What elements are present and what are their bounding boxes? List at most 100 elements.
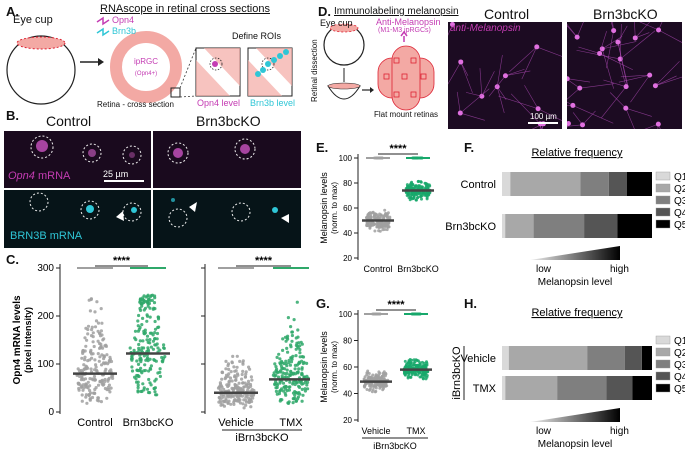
legend-label: Q3 — [674, 196, 685, 207]
data-point — [224, 397, 228, 401]
data-point — [156, 371, 160, 375]
dendrite — [625, 107, 652, 117]
bar-segment-q2 — [508, 346, 588, 370]
data-point — [419, 180, 423, 184]
data-point — [153, 307, 157, 311]
data-point — [278, 380, 282, 384]
data-point — [404, 191, 408, 195]
bar-segment-q5 — [632, 376, 652, 400]
data-point — [371, 373, 375, 377]
data-point — [273, 374, 277, 378]
data-point — [368, 211, 372, 215]
y-tick-label: 60 — [343, 204, 352, 213]
anti-mel-sub: (M1-M3 ipRGCs) — [378, 27, 431, 34]
data-point — [94, 365, 98, 369]
data-point — [138, 298, 142, 302]
data-point — [141, 382, 145, 386]
significance-stars: **** — [387, 299, 405, 311]
data-point — [287, 361, 291, 365]
data-point — [376, 223, 380, 227]
data-point — [158, 374, 162, 378]
data-point — [138, 339, 142, 343]
data-point — [248, 398, 252, 402]
data-point — [142, 308, 146, 312]
data-point — [142, 388, 146, 392]
dendrite — [658, 22, 663, 31]
data-point — [138, 308, 143, 312]
data-point — [149, 364, 153, 368]
data-point — [280, 374, 284, 378]
data-point — [248, 367, 252, 371]
anti-mel-overlay: anti-Melanopsin — [450, 23, 521, 34]
data-point — [232, 400, 236, 404]
data-point — [425, 374, 429, 377]
data-point — [251, 396, 255, 400]
data-point — [154, 393, 158, 397]
y-tick-label: 40 — [343, 229, 352, 238]
data-point — [224, 367, 228, 371]
x-axis-title: Melanopsin level — [538, 439, 613, 450]
data-point — [94, 319, 99, 323]
data-point — [100, 333, 104, 337]
data-point — [130, 365, 134, 369]
data-point — [425, 197, 429, 201]
dendrite — [602, 36, 623, 50]
data-point — [240, 372, 244, 377]
data-point — [300, 382, 304, 386]
dendrite — [579, 83, 615, 89]
bar-segment-q5 — [627, 172, 652, 196]
category-label: Brn3bcKO — [123, 417, 174, 429]
data-point — [235, 365, 239, 369]
data-point — [145, 387, 150, 391]
data-point — [216, 386, 221, 390]
data-point — [278, 399, 282, 403]
opn4-zigzag-icon — [96, 16, 110, 26]
data-point — [363, 385, 367, 389]
opn4-level-label: Opn4 level — [197, 98, 241, 108]
scale-bar-100 — [528, 122, 558, 124]
data-point — [141, 316, 145, 320]
data-point — [373, 229, 377, 233]
data-point — [100, 353, 104, 357]
eye-cup-circle — [6, 35, 76, 105]
dendrite — [603, 79, 627, 87]
data-point — [92, 374, 97, 379]
data-point — [291, 401, 295, 405]
data-point — [88, 358, 92, 362]
data-point — [88, 388, 92, 393]
data-point — [369, 224, 373, 228]
data-point — [245, 394, 249, 398]
data-point — [226, 401, 230, 405]
data-point — [368, 388, 371, 392]
data-point — [289, 369, 293, 373]
bar-segment-q3 — [533, 214, 585, 238]
data-point — [287, 358, 291, 362]
dendrite — [617, 42, 628, 86]
data-point — [240, 394, 244, 398]
chart-e: 20 40 60 80 100 Melanopsin levels (norm. to ma… — [319, 143, 439, 274]
y-axis-title: Melanopsin levels — [319, 331, 329, 403]
data-point — [77, 388, 81, 392]
data-point — [226, 374, 230, 378]
data-point — [300, 399, 304, 403]
data-point — [288, 380, 292, 384]
data-point — [381, 374, 385, 378]
data-point — [97, 399, 101, 403]
legend-label: Q4 — [674, 208, 685, 219]
data-point — [299, 380, 303, 384]
data-point — [90, 325, 94, 329]
data-point — [148, 366, 152, 370]
data-point — [109, 368, 113, 372]
data-point — [137, 348, 141, 352]
data-point — [148, 299, 152, 303]
data-point — [305, 374, 309, 378]
data-point — [365, 371, 369, 375]
y-axis-subtitle: (norm. to max) — [330, 182, 339, 234]
eye-cup-label: Eye cup — [13, 14, 53, 26]
bar-segment-q2 — [505, 376, 558, 400]
panel-d-title: Immunolabeling melanopsin — [334, 6, 459, 17]
data-point — [374, 386, 378, 390]
data-point — [93, 358, 97, 362]
dendrite — [496, 86, 505, 114]
data-point — [229, 402, 233, 406]
